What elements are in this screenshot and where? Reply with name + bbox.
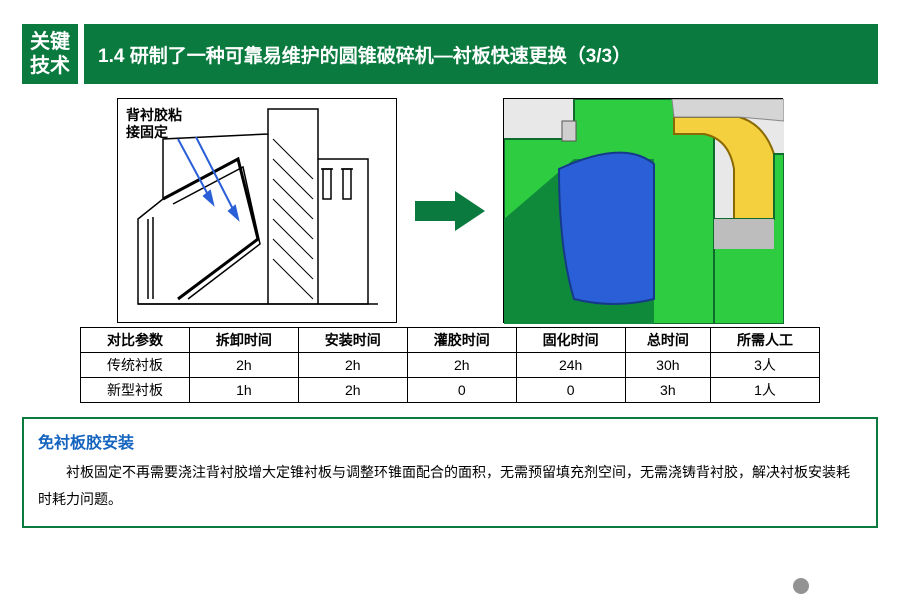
col-3: 灌胶时间 [407,328,516,353]
cell: 30h [625,353,710,378]
badge-line2: 技术 [30,54,70,78]
description-title: 免衬板胶安装 [38,429,862,453]
comparison-table: 对比参数 拆卸时间 安装时间 灌胶时间 固化时间 总时间 所需人工 传统衬板 2… [80,327,820,403]
col-2: 安装时间 [298,328,407,353]
col-0: 对比参数 [81,328,190,353]
table-row: 传统衬板 2h 2h 2h 24h 30h 3人 [81,353,820,378]
cell: 24h [516,353,625,378]
comparison-table-wrap: 对比参数 拆卸时间 安装时间 灌胶时间 固化时间 总时间 所需人工 传统衬板 2… [80,327,820,403]
cell: 2h [407,353,516,378]
figure-row: 背衬胶粘 接固定 [80,98,820,323]
section-badge: 关键 技术 [22,24,78,84]
watermark: 中冶有色技术网 [793,578,890,594]
slide-title: 1.4 研制了一种可靠易维护的圆锥破碎机—衬板快速更换（3/3） [84,24,878,84]
col-4: 固化时间 [516,328,625,353]
figure-left-schematic: 背衬胶粘 接固定 [117,98,397,323]
watermark-text: 中冶有色技术网 [813,578,890,594]
cell: 1人 [711,378,820,403]
cell: 1h [189,378,298,403]
transition-arrow [415,191,485,231]
cell: 0 [516,378,625,403]
cell: 2h [298,353,407,378]
badge-line1: 关键 [30,30,70,54]
cell: 3人 [711,353,820,378]
cell: 2h [189,353,298,378]
callout-line1: 背衬胶粘 [126,107,182,124]
cell: 3h [625,378,710,403]
col-1: 拆卸时间 [189,328,298,353]
table-header-row: 对比参数 拆卸时间 安装时间 灌胶时间 固化时间 总时间 所需人工 [81,328,820,353]
col-5: 总时间 [625,328,710,353]
description-box: 免衬板胶安装 衬板固定不再需要浇注背衬胶增大定锥衬板与调整环锥面配合的面积，无需… [22,417,878,528]
cell: 传统衬板 [81,353,190,378]
figure-right-render [503,98,783,323]
slide: 关键 技术 1.4 研制了一种可靠易维护的圆锥破碎机—衬板快速更换（3/3） 背… [0,0,900,600]
col-6: 所需人工 [711,328,820,353]
render-svg [504,99,784,324]
arrow-icon [415,191,485,231]
figure-left-callout: 背衬胶粘 接固定 [126,107,182,141]
description-body: 衬板固定不再需要浇注背衬胶增大定锥衬板与调整环锥面配合的面积，无需预留填充剂空间… [38,459,862,512]
cell: 2h [298,378,407,403]
header: 关键 技术 1.4 研制了一种可靠易维护的圆锥破碎机—衬板快速更换（3/3） [0,0,900,84]
watermark-logo-icon [793,578,809,594]
cell: 0 [407,378,516,403]
callout-line2: 接固定 [126,124,182,141]
cell: 新型衬板 [81,378,190,403]
table-row: 新型衬板 1h 2h 0 0 3h 1人 [81,378,820,403]
